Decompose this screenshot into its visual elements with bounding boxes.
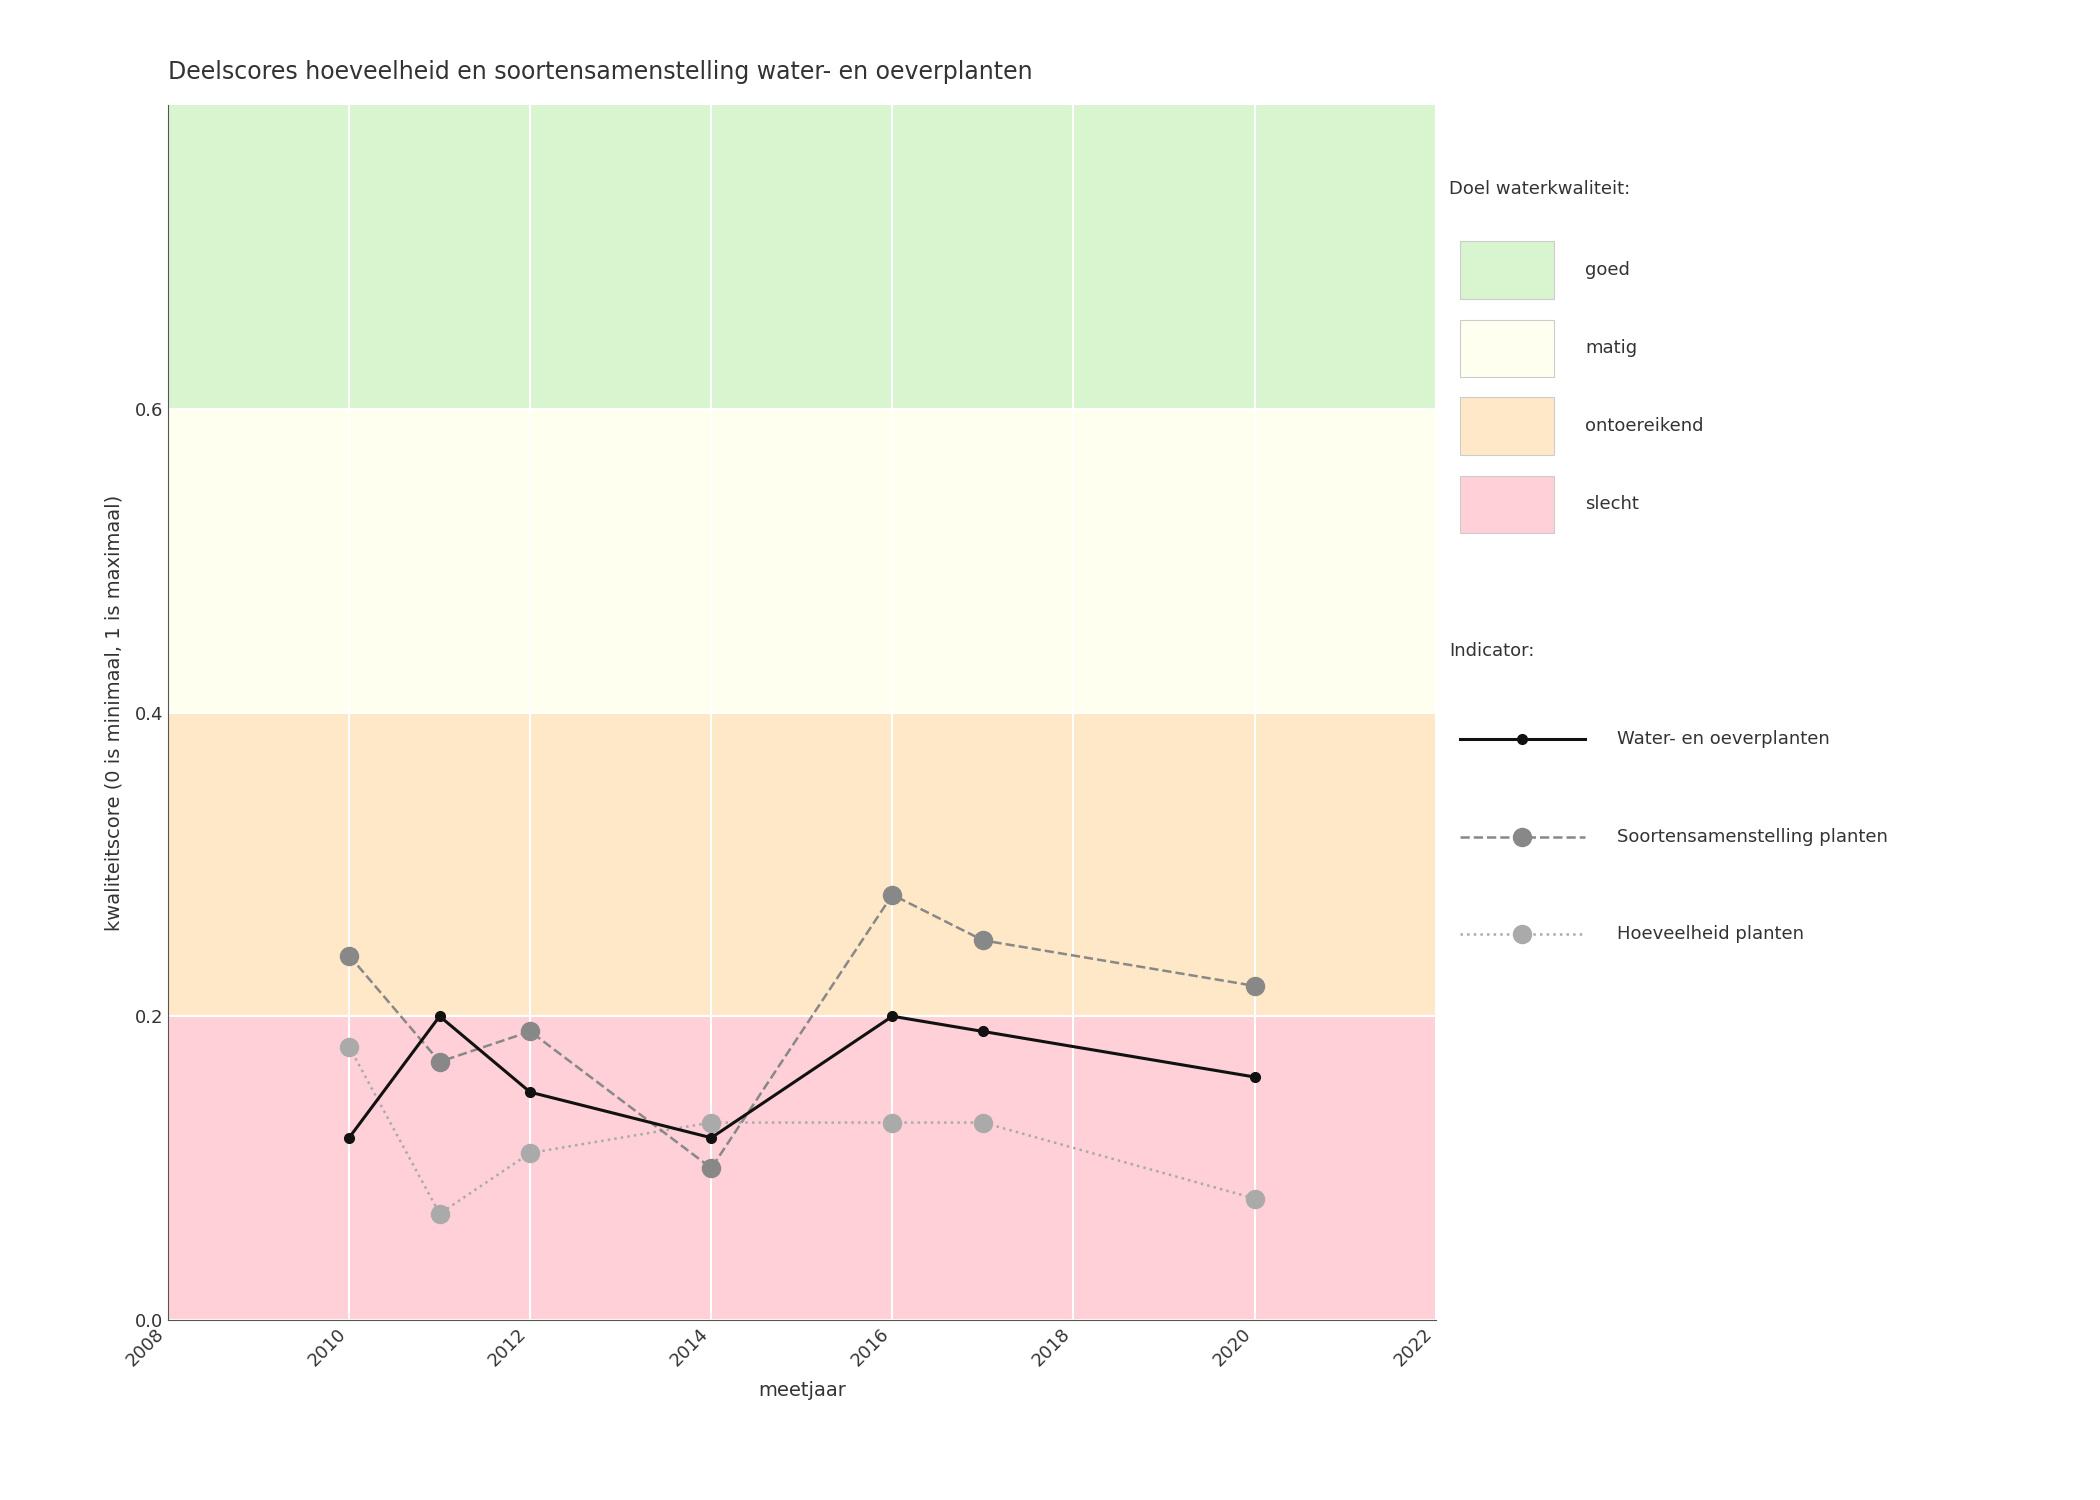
Bar [168, 410, 1436, 712]
Bar [168, 105, 1436, 410]
Bar [168, 712, 1436, 1017]
Text: Hoeveelheid planten: Hoeveelheid planten [1617, 926, 1804, 944]
Text: slecht: slecht [1586, 495, 1640, 513]
Text: goed: goed [1586, 261, 1630, 279]
Text: Doel waterkwaliteit:: Doel waterkwaliteit: [1449, 180, 1630, 198]
Text: Deelscores hoeveelheid en soortensamenstelling water- en oeverplanten: Deelscores hoeveelheid en soortensamenst… [168, 60, 1033, 84]
Text: Soortensamenstelling planten: Soortensamenstelling planten [1617, 828, 1888, 846]
Text: Water- en oeverplanten: Water- en oeverplanten [1617, 730, 1829, 748]
Text: ontoereikend: ontoereikend [1586, 417, 1703, 435]
Bar [168, 1017, 1436, 1320]
Text: matig: matig [1586, 339, 1638, 357]
X-axis label: meetjaar: meetjaar [758, 1382, 846, 1400]
Y-axis label: kwaliteitscore (0 is minimaal, 1 is maximaal): kwaliteitscore (0 is minimaal, 1 is maxi… [105, 495, 124, 930]
Text: Indicator:: Indicator: [1449, 642, 1535, 660]
